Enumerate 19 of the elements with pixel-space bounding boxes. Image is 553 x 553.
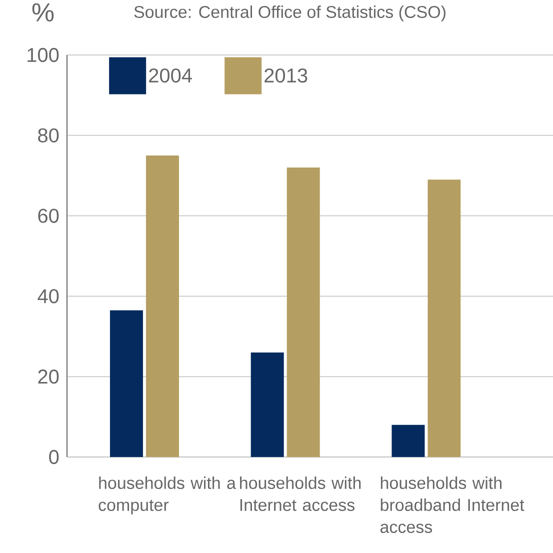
bar	[392, 424, 425, 457]
y-tick-label: 40	[38, 289, 59, 304]
bar	[146, 155, 179, 457]
bar	[428, 180, 461, 457]
bar	[286, 168, 320, 457]
x-tick-label: households with broadband Internet access	[380, 476, 524, 534]
bar	[250, 352, 284, 457]
y-tick-label: 60	[38, 208, 59, 223]
bar	[110, 310, 143, 457]
y-tick-label: 0	[49, 450, 59, 464]
y-axis-title: %	[32, 3, 54, 22]
y-tick-label: 100	[28, 48, 59, 62]
x-tick-label: households with a computer	[98, 476, 236, 514]
y-tick-label: 20	[38, 370, 59, 384]
legend-label: 2013	[264, 68, 308, 83]
legend-label: 2004	[149, 68, 192, 83]
source-note: Source: Central Office of Statistics (CSO)	[134, 6, 446, 22]
y-tick-label: 80	[38, 128, 59, 142]
x-tick-label: households with Internet access	[240, 476, 361, 512]
